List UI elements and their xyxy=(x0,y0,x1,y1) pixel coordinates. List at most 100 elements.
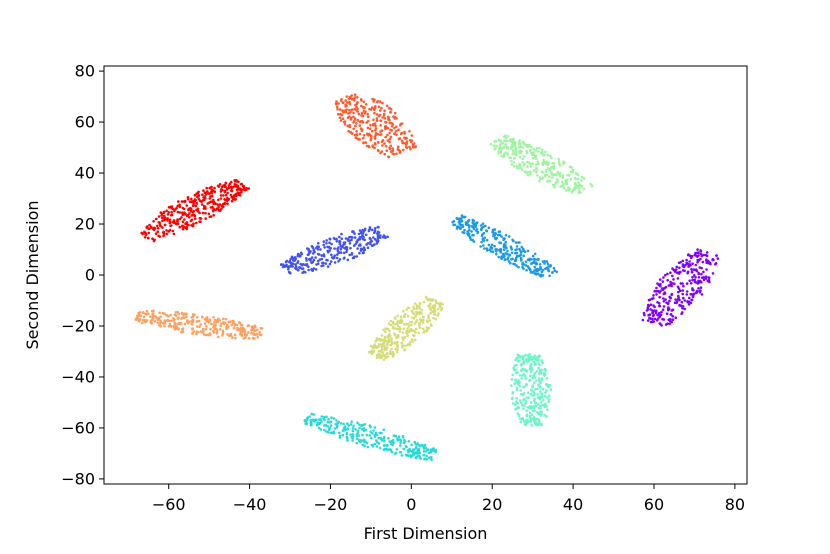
data-point xyxy=(392,441,395,444)
data-point xyxy=(400,139,404,143)
data-point xyxy=(352,230,355,233)
data-point xyxy=(201,331,205,334)
data-point xyxy=(546,408,549,412)
data-point xyxy=(544,150,547,154)
data-point xyxy=(500,154,503,158)
data-point xyxy=(368,127,372,130)
data-point xyxy=(533,405,536,408)
data-point xyxy=(216,203,219,206)
y-tick-label: 0 xyxy=(85,266,95,285)
data-point xyxy=(472,219,476,223)
data-point xyxy=(192,222,195,225)
data-point xyxy=(711,258,715,261)
data-point xyxy=(512,368,516,372)
data-point xyxy=(212,213,215,217)
data-point xyxy=(519,363,523,367)
data-point xyxy=(335,424,339,428)
y-tick-label: −80 xyxy=(61,469,95,488)
data-point xyxy=(421,321,425,324)
data-point xyxy=(259,327,263,330)
data-point xyxy=(427,316,431,320)
data-point xyxy=(534,401,537,405)
data-point xyxy=(335,256,339,260)
data-point xyxy=(524,374,527,378)
data-point xyxy=(518,241,521,244)
data-point xyxy=(652,304,655,307)
data-point xyxy=(234,336,237,340)
data-point xyxy=(178,203,181,207)
data-point xyxy=(409,327,413,331)
data-point xyxy=(373,137,377,140)
data-point xyxy=(213,318,217,322)
data-point xyxy=(534,163,538,166)
data-point xyxy=(210,190,213,193)
data-point xyxy=(324,424,328,427)
data-point xyxy=(574,185,577,189)
data-point xyxy=(702,278,706,282)
data-point xyxy=(346,101,349,104)
data-point xyxy=(698,266,701,269)
data-point xyxy=(414,314,417,318)
data-point xyxy=(529,363,533,367)
data-point xyxy=(551,162,554,165)
data-point xyxy=(375,353,379,357)
data-point xyxy=(307,268,310,272)
data-point xyxy=(664,323,668,326)
data-point xyxy=(172,317,175,320)
data-point xyxy=(434,317,438,321)
data-point xyxy=(577,187,581,190)
data-point xyxy=(231,319,235,323)
data-point xyxy=(305,259,308,262)
data-point xyxy=(372,98,376,101)
data-point xyxy=(493,140,497,143)
data-point xyxy=(535,146,539,150)
data-point xyxy=(355,130,358,133)
data-point xyxy=(373,243,376,246)
data-point xyxy=(511,391,514,395)
data-point xyxy=(481,222,485,225)
data-point xyxy=(401,331,405,334)
data-point xyxy=(381,116,384,119)
data-point xyxy=(229,193,233,197)
data-point xyxy=(400,319,404,323)
data-point xyxy=(463,228,466,232)
data-point xyxy=(487,243,491,247)
data-point xyxy=(396,314,399,318)
data-point xyxy=(348,108,351,112)
data-point xyxy=(322,243,326,247)
data-point xyxy=(315,418,318,422)
data-point xyxy=(515,363,518,367)
data-point xyxy=(356,431,360,434)
data-point xyxy=(348,253,352,257)
data-point xyxy=(394,347,397,351)
data-point xyxy=(510,397,514,401)
data-point xyxy=(512,161,516,164)
data-point xyxy=(191,210,195,214)
data-point xyxy=(669,271,672,275)
data-point xyxy=(310,261,314,265)
data-point xyxy=(233,179,236,182)
data-point xyxy=(150,321,153,325)
data-point xyxy=(541,403,544,407)
data-point xyxy=(670,293,673,297)
data-point xyxy=(191,327,194,331)
data-point xyxy=(532,409,535,413)
data-point xyxy=(226,196,229,200)
data-point xyxy=(256,333,259,336)
data-point xyxy=(329,420,333,424)
data-point xyxy=(217,185,221,188)
data-point xyxy=(507,260,511,263)
data-point xyxy=(333,261,337,264)
data-point xyxy=(202,189,205,192)
data-point xyxy=(371,228,374,232)
data-point xyxy=(370,349,374,352)
data-point xyxy=(458,222,462,226)
data-point xyxy=(213,327,216,331)
data-point xyxy=(545,160,548,164)
data-point xyxy=(404,313,407,316)
data-point xyxy=(467,218,471,222)
data-point xyxy=(336,253,339,256)
data-point xyxy=(158,223,162,226)
data-point xyxy=(461,215,465,219)
data-point xyxy=(383,109,386,112)
